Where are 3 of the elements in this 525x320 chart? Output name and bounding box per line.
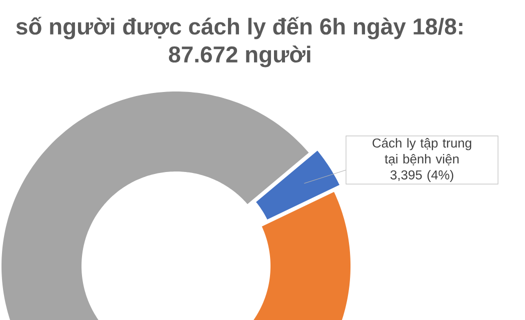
chart-title: số người được cách ly đến 6h ngày 18/8: 87.672 người (16, 16, 462, 68)
data-label: 3,395 (4%) (390, 170, 454, 182)
slice-label: Cách ly tập trung tại bệnh viện (372, 138, 472, 166)
